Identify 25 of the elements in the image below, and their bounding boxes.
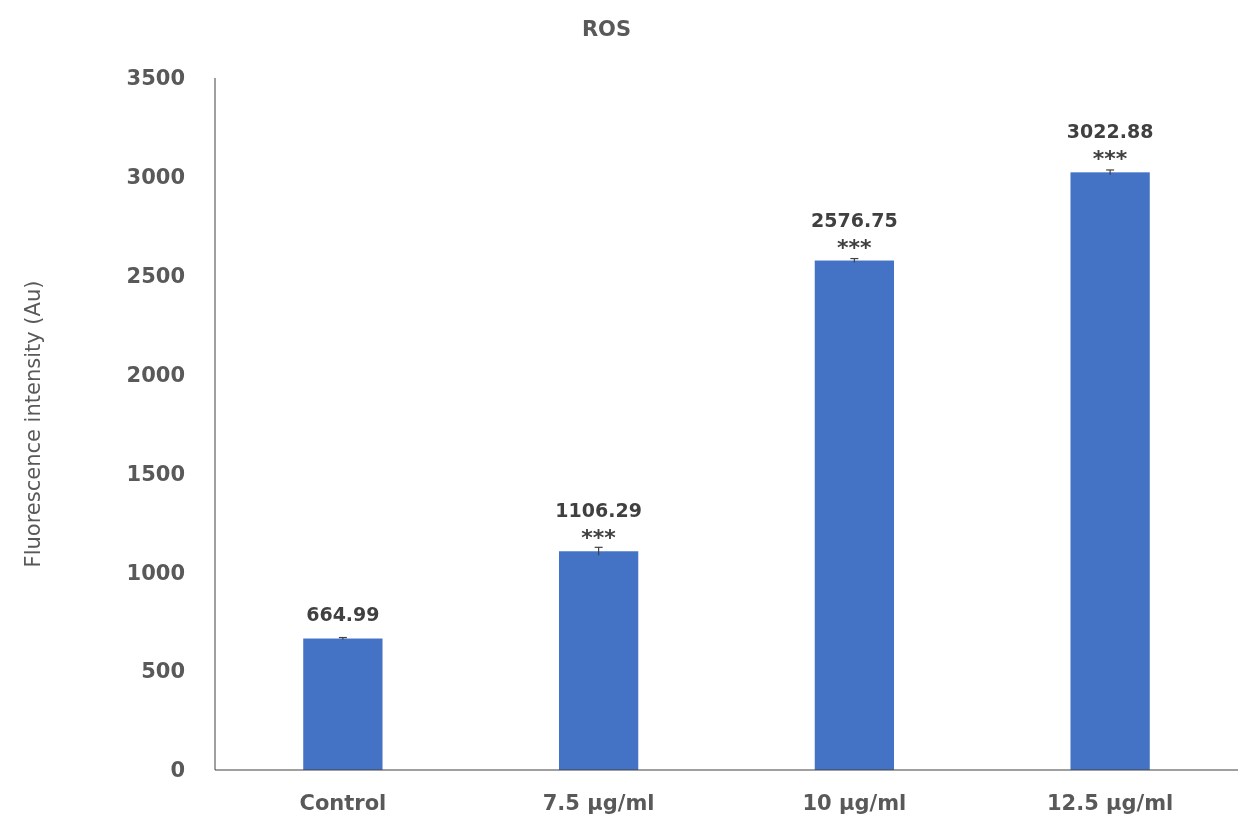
data-label: 664.99 [306,602,380,625]
y-tick-label: 0 [170,758,185,783]
y-tick-label: 3500 [126,66,185,91]
y-tick-label: 2000 [126,362,185,387]
y-tick-label: 1000 [126,560,185,585]
chart-title: ROS [581,17,632,41]
y-tick-label: 1500 [126,461,185,486]
bar [303,638,383,770]
data-label: 2576.75 [811,208,898,231]
data-label: 1106.29 [555,499,642,522]
x-tick-label: 10 µg/ml [802,791,907,815]
bar [558,551,639,770]
bar [1070,172,1150,770]
data-label: 3022.88 [1066,120,1154,143]
x-tick-label: Control [299,791,387,815]
annotation: *** [837,234,873,260]
bar [814,260,895,770]
y-tick-label: 2500 [126,264,185,289]
y-axis-title: Fluorescence intensity (Au) [21,280,45,568]
annotation: *** [581,525,617,551]
x-tick-label: 12.5 µg/ml [1046,791,1174,815]
y-tick-label: 3000 [126,165,185,190]
y-tick-label: 500 [141,659,185,684]
x-tick-label: 7.5 µg/ml [542,791,655,815]
annotation: *** [1092,146,1128,172]
